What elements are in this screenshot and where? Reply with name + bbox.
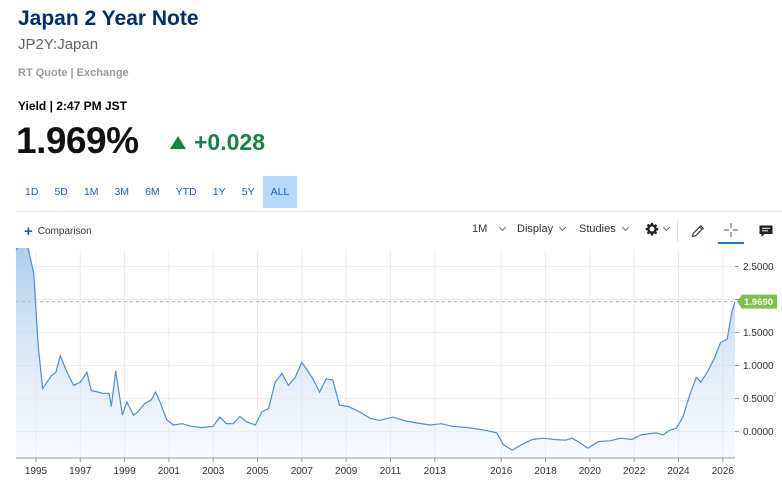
symbol-label: JP2Y:Japan — [18, 36, 99, 53]
comparison-label: Comparison — [37, 226, 92, 237]
x-tick-label: 2024 — [667, 466, 690, 477]
range-1m[interactable]: 1M — [83, 186, 99, 198]
studies-dropdown[interactable]: Studies — [579, 223, 629, 235]
range-all[interactable]: ALL — [262, 176, 298, 208]
studies-label: Studies — [579, 223, 616, 235]
range-ytd[interactable]: YTD — [175, 186, 197, 198]
x-tick-label: 2026 — [712, 466, 735, 477]
current-value-badge — [737, 294, 777, 309]
range-5y[interactable]: 5Y — [241, 186, 255, 198]
range-1y[interactable]: 1Y — [212, 186, 226, 198]
x-tick-label: 2001 — [158, 466, 181, 477]
range-6m[interactable]: 6M — [145, 186, 160, 198]
display-dropdown[interactable]: Display — [517, 223, 567, 235]
x-tick-label: 2003 — [202, 466, 225, 477]
toolbar-divider — [677, 220, 678, 242]
chevron-down-icon — [499, 223, 507, 232]
x-tick-label: 1995 — [25, 466, 48, 477]
chevron-down-icon — [662, 223, 671, 232]
x-tick-label: 2005 — [246, 466, 269, 477]
up-arrow-icon — [170, 136, 186, 149]
chevron-down-icon — [559, 223, 567, 232]
x-tick-label: 2018 — [534, 466, 557, 477]
comment-button[interactable] — [753, 218, 779, 244]
crosshair-button[interactable] — [718, 218, 744, 244]
crosshair-icon — [724, 223, 738, 237]
x-tick-label: 1997 — [69, 466, 92, 477]
range-3m[interactable]: 3M — [114, 186, 130, 198]
range-5d[interactable]: 5D — [54, 186, 68, 198]
divider — [15, 211, 782, 212]
y-tick-label: 0.0000 — [743, 427, 774, 438]
yield-timestamp: Yield | 2:47 PM JST — [18, 99, 127, 113]
y-tick-label: 0.5000 — [743, 394, 774, 405]
last-price: 1.969% — [16, 120, 139, 161]
current-value-label: 1.9690 — [744, 297, 773, 308]
quote-source-label: RT Quote | Exchange — [18, 67, 129, 79]
x-tick-label: 2022 — [623, 466, 646, 477]
y-tick-label: 1.0000 — [743, 361, 774, 372]
yield-chart[interactable]: 1995 1997 1999 2001 2003 2005 2007 2009 2011 2013… — [0, 248, 782, 491]
y-tick-label: 1.5000 — [743, 328, 774, 339]
draw-button[interactable] — [685, 218, 711, 244]
x-tick-label: 1999 — [113, 466, 136, 477]
plus-icon: + — [24, 222, 33, 240]
x-tick-label: 2011 — [380, 466, 402, 477]
x-tick-label: 2020 — [579, 466, 602, 477]
chevron-down-icon — [621, 223, 629, 232]
price-change: +0.028 — [170, 129, 265, 156]
series-area — [16, 248, 735, 458]
range-1d[interactable]: 1D — [25, 186, 39, 198]
time-range-selector: 1D 5D 1M 3M 6M YTD 1Y 5Y ALL — [17, 176, 298, 208]
x-tick-label: 2007 — [291, 466, 314, 477]
draw-pencil-icon — [691, 225, 704, 238]
settings-dropdown[interactable] — [645, 222, 671, 236]
x-tick-label: 2009 — [335, 466, 358, 477]
interval-label: 1M — [472, 223, 488, 235]
comparison-button[interactable]: + Comparison — [24, 222, 92, 240]
interval-dropdown[interactable]: 1M — [472, 223, 507, 235]
x-tick-label: 2016 — [490, 466, 513, 477]
settings-gear-icon — [645, 222, 659, 236]
y-tick-label: 2.5000 — [743, 262, 774, 273]
comment-icon — [759, 225, 773, 237]
price-change-value: +0.028 — [194, 129, 265, 155]
x-tick-label: 2013 — [424, 466, 447, 477]
display-label: Display — [517, 223, 554, 235]
series-line — [15, 248, 736, 451]
page-title: Japan 2 Year Note — [18, 7, 199, 30]
